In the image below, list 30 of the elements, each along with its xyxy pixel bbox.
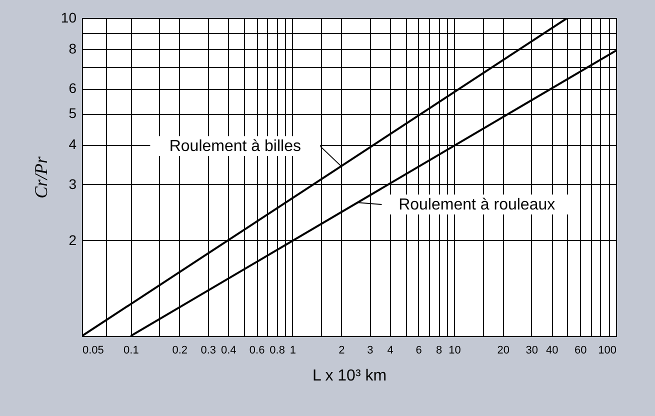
x-tick-label: 1 xyxy=(290,344,296,356)
x-tick-label: 40 xyxy=(546,344,558,356)
x-tick-label: 60 xyxy=(574,344,587,356)
x-tick-label: 3 xyxy=(367,344,374,356)
x-tick-label: 0.8 xyxy=(270,344,285,356)
y-tick-label: 6 xyxy=(68,80,77,96)
y-tick-label: 4 xyxy=(68,136,77,152)
y-tick-label: 2 xyxy=(68,232,77,248)
x-tick-label: 30 xyxy=(526,344,538,356)
y-tick-label: 3 xyxy=(68,176,77,192)
x-tick-label: 0.4 xyxy=(220,344,236,356)
x-tick-label: 0.1 xyxy=(124,344,139,356)
x-tick-label: 20 xyxy=(497,344,510,356)
x-tick-label: 8 xyxy=(436,344,442,356)
x-axis-title: L x 10³ km xyxy=(312,368,387,384)
y-tick-label: 5 xyxy=(68,105,77,122)
x-tick-label: 2 xyxy=(338,344,345,356)
x-tick-label: 0.3 xyxy=(200,344,216,356)
x-tick-label: 0.2 xyxy=(172,344,188,356)
annotation: Roulement à rouleaux xyxy=(398,196,556,214)
y-tick-label: 10 xyxy=(60,10,77,26)
x-tick-label: 10 xyxy=(448,344,461,356)
x-tick-label: 4 xyxy=(387,344,394,356)
y-tick-label: 8 xyxy=(68,40,77,56)
x-tick-label: 6 xyxy=(416,344,422,356)
x-tick-label: 0.6 xyxy=(249,344,265,356)
annotation: Roulement à billes xyxy=(169,138,301,156)
x-tick-label: 100 xyxy=(598,344,616,356)
x-tick-label: 0.05 xyxy=(82,344,104,356)
y-axis-title: Cr/Pr xyxy=(30,156,51,199)
